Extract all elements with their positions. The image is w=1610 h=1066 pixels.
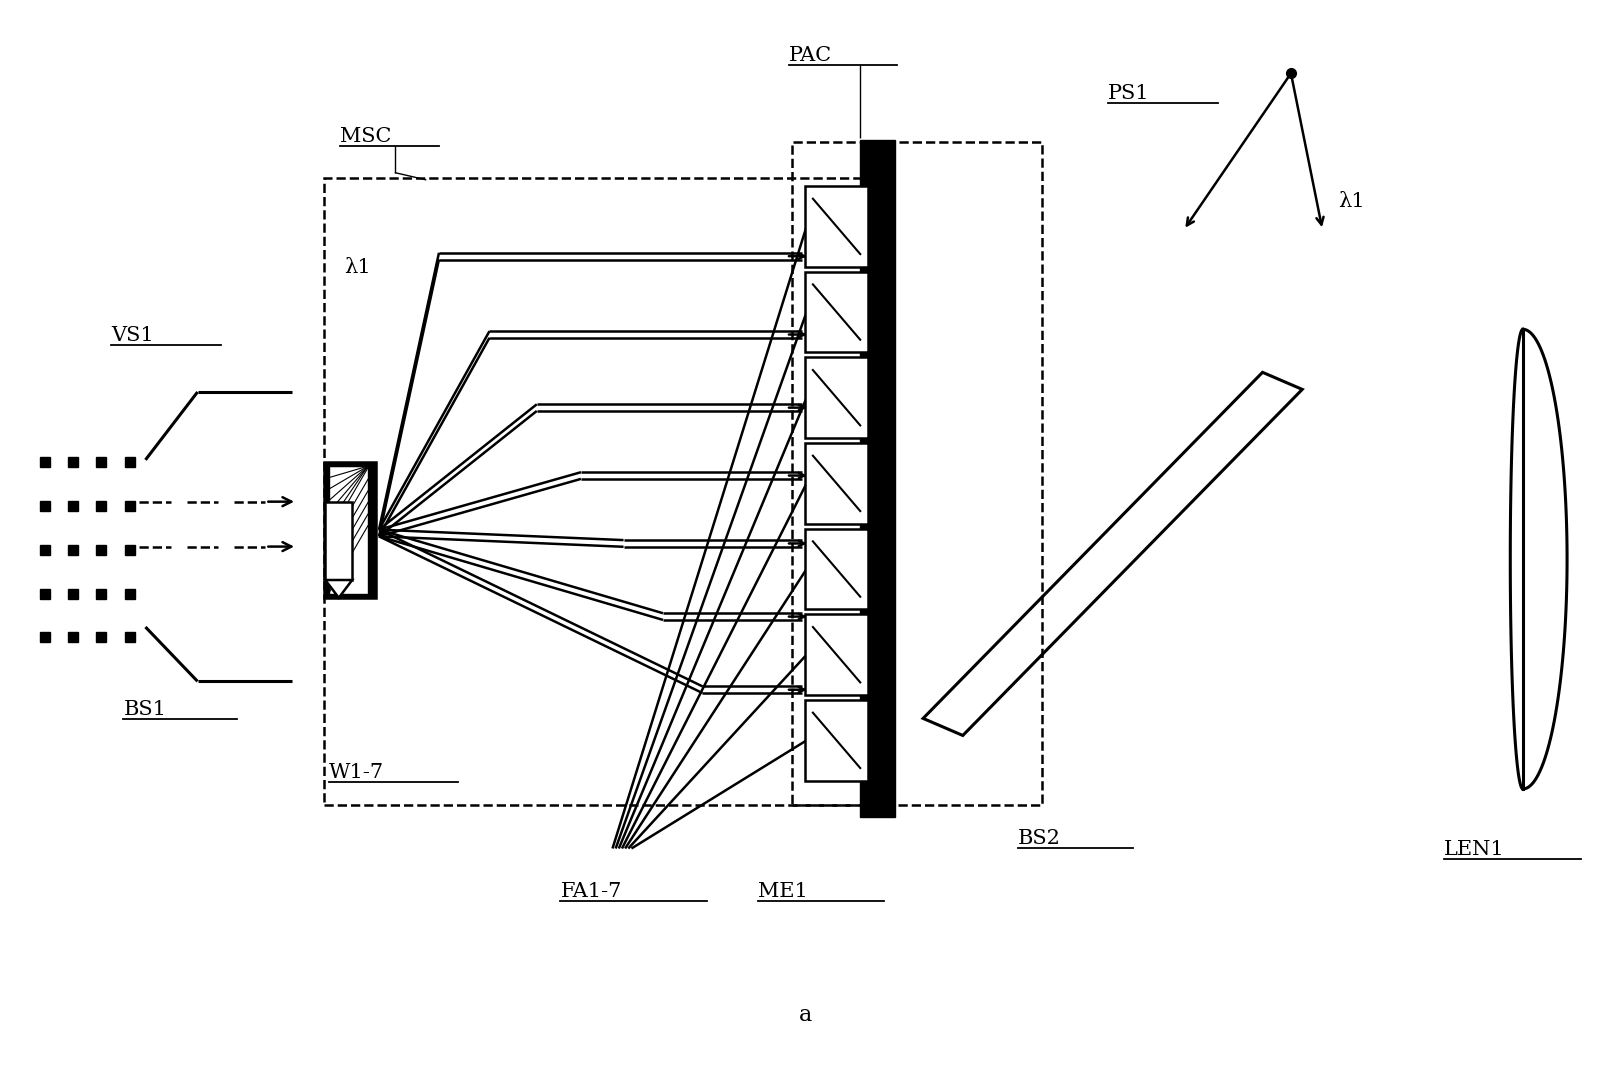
Bar — [324, 462, 375, 598]
Text: MSC: MSC — [340, 128, 391, 146]
Bar — [805, 187, 868, 266]
Bar — [328, 466, 369, 594]
Polygon shape — [325, 580, 353, 598]
Bar — [805, 443, 868, 523]
Text: BS2: BS2 — [1018, 829, 1061, 849]
Bar — [324, 178, 889, 805]
Text: LEN1: LEN1 — [1444, 840, 1505, 859]
Bar — [792, 142, 1042, 805]
Bar — [805, 529, 868, 610]
Text: PS1: PS1 — [1108, 83, 1150, 102]
Bar — [805, 700, 868, 780]
Text: VS1: VS1 — [111, 326, 153, 345]
Text: W1-7: W1-7 — [328, 762, 383, 781]
Text: a: a — [799, 1004, 811, 1027]
Text: λ1: λ1 — [1338, 192, 1365, 211]
Bar — [860, 141, 895, 818]
Bar — [805, 272, 868, 352]
Text: FA1-7: FA1-7 — [560, 882, 621, 901]
Text: ME1: ME1 — [758, 882, 808, 901]
Text: PAC: PAC — [789, 46, 832, 65]
Text: BS1: BS1 — [124, 700, 166, 718]
Bar — [805, 614, 868, 695]
Text: λ1: λ1 — [345, 258, 370, 277]
Bar — [325, 502, 353, 580]
Bar — [805, 357, 868, 438]
